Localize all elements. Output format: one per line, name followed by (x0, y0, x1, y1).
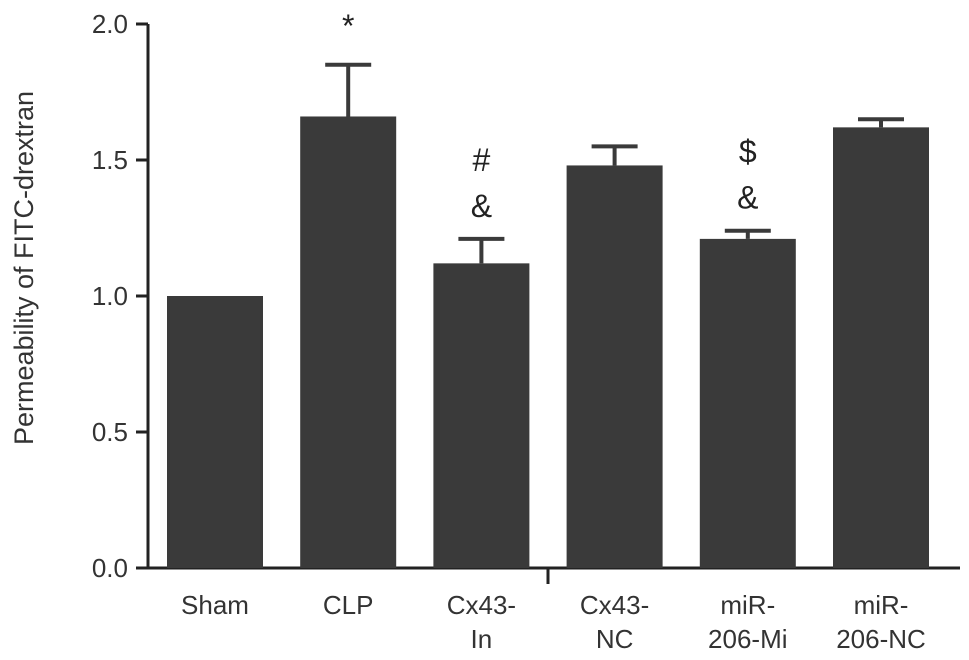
category-label: Cx43- (580, 590, 649, 620)
significance-label: * (342, 8, 354, 44)
y-tick-label: 0.5 (92, 417, 128, 447)
category-label: NC (596, 624, 634, 654)
category-label: 206-Mi (708, 624, 787, 654)
significance-label: $ (739, 134, 757, 170)
category-label: miR- (720, 590, 775, 620)
category-label: miR- (854, 590, 909, 620)
bar (167, 296, 263, 568)
bar (566, 165, 663, 568)
labels: 0.0 0.5 1.0 1.5 2.0 Sham CLP * Cx43- In # & Cx43- NC m… (92, 8, 926, 654)
category-label: Cx43- (447, 590, 516, 620)
category-label: 206-NC (836, 624, 926, 654)
significance-label: & (737, 180, 758, 216)
significance-label: # (473, 142, 491, 178)
bar (699, 238, 796, 568)
y-tick-label: 1.5 (92, 145, 128, 175)
y-tick-label: 0.0 (92, 553, 128, 583)
y-tick-label: 2.0 (92, 9, 128, 39)
axes (136, 22, 960, 584)
category-label: Sham (181, 590, 249, 620)
category-label: CLP (323, 590, 374, 620)
category-label: In (471, 624, 493, 654)
significance-label: & (471, 188, 492, 224)
bar (433, 263, 530, 568)
y-axis-title: Permeability of FITC-drextran (9, 91, 39, 445)
bar (833, 127, 929, 569)
bar (300, 116, 397, 568)
y-tick-label: 1.0 (92, 281, 128, 311)
bars (167, 62, 929, 569)
